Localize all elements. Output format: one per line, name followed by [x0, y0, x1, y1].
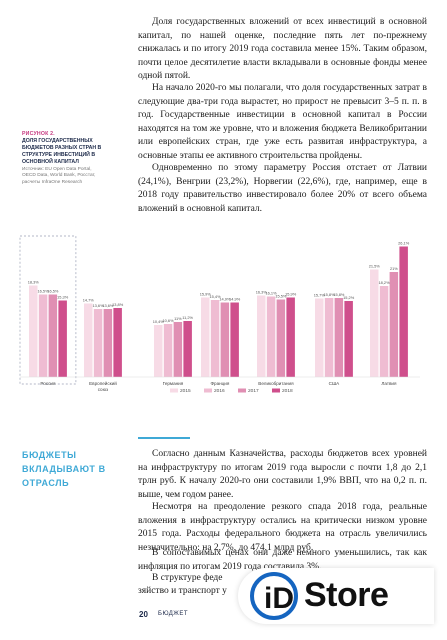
data-label: 15,5%	[275, 294, 287, 299]
data-label: 13,6%	[93, 303, 105, 308]
category-label: Россия	[40, 381, 56, 386]
data-label: 11%	[174, 316, 182, 321]
bar-2017-0	[48, 294, 58, 377]
legend-swatch-2017	[238, 388, 246, 393]
bar-2015-4	[257, 295, 266, 377]
bar-2015-2	[154, 325, 163, 377]
bar-2017-5	[334, 298, 344, 377]
data-label: 15,3%	[57, 295, 69, 300]
bar-2018-2	[183, 321, 192, 377]
data-label: 14,9%	[219, 297, 231, 302]
category-label: союз	[98, 387, 108, 392]
category-label: Европейский	[89, 380, 117, 386]
data-label: 18,2%	[379, 280, 391, 285]
data-label: 15,9%	[200, 292, 212, 297]
data-label: 13,6%	[102, 303, 114, 308]
figure-caption: РИСУНОК 2. Доля государственных бюджетов…	[22, 131, 102, 186]
section-divider	[138, 437, 190, 439]
bar-2018-0	[58, 300, 67, 377]
bar-2015-5	[315, 298, 324, 377]
data-label: 15,8%	[324, 292, 336, 297]
bar-2017-1	[103, 309, 113, 377]
paragraph-2: На начало 2020-го мы полагали, что доля …	[138, 83, 427, 161]
bar-2016-2	[163, 324, 173, 377]
legend-swatch-2016	[204, 388, 212, 393]
legend-swatch-2015	[170, 388, 178, 393]
paragraph-8: зяйство и транспорт у	[138, 586, 227, 596]
category-label: США	[329, 381, 341, 386]
bar-2017-4	[276, 299, 286, 377]
paragraph-1: Доля государственных вложений от всех ин…	[138, 17, 427, 82]
paragraph-4: Согласно данным Казначейства, расходы бю…	[138, 449, 427, 500]
figure-source: Источник: EU Open Data Portal, OECD Data…	[22, 167, 96, 185]
page-number: 20	[139, 610, 148, 619]
bar-2017-3	[220, 302, 230, 377]
data-label: 15,8%	[333, 292, 345, 297]
bar-2017-6	[389, 272, 399, 377]
data-label: 15,2%	[343, 295, 355, 300]
watermark-id-text: iD	[264, 582, 294, 615]
bar-2016-0	[38, 294, 48, 377]
data-label: 15,9%	[285, 292, 297, 297]
bar-2015-1	[84, 303, 93, 377]
id-logo-icon: iD	[250, 572, 298, 620]
highlight-frame	[19, 235, 77, 385]
bar-2018-6	[399, 246, 408, 377]
data-label: 21,5%	[369, 264, 381, 269]
bar-2015-3	[201, 297, 210, 377]
bar-2018-1	[113, 308, 122, 377]
bar-chart: 18,3%16,5%16,5%15,3%Россия14,7%13,6%13,6…	[19, 235, 420, 394]
legend-label: 2018	[282, 388, 293, 394]
data-label: 10,6%	[163, 318, 175, 323]
bar-2018-5	[344, 301, 353, 377]
watermark-store-text: Store	[304, 576, 389, 614]
bar-2016-6	[379, 286, 389, 377]
bar-2016-4	[266, 296, 276, 377]
figure-label: РИСУНОК 2.	[22, 131, 55, 137]
legend-swatch-2018	[272, 388, 280, 393]
bar-2015-0	[29, 285, 38, 377]
category-label: Великобритания	[258, 381, 294, 386]
paragraph-6: В сопоставимых ценах они даже немного ум…	[138, 548, 427, 572]
data-label: 16,1%	[266, 291, 278, 296]
category-label: Франция	[211, 381, 230, 386]
data-label: 11,2%	[182, 315, 193, 320]
data-label: 15,7%	[314, 293, 326, 298]
data-label: 16,3%	[256, 290, 268, 295]
category-label: Германия	[163, 381, 184, 386]
bar-2016-1	[93, 309, 103, 377]
watermark-logo: iD Store	[238, 568, 434, 624]
data-label: 21%	[390, 266, 398, 271]
legend-label: 2015	[180, 388, 191, 394]
data-label: 18,3%	[28, 280, 40, 285]
paragraph-3: Одновременно по этому параметру Россия о…	[138, 163, 427, 214]
bar-2016-5	[324, 298, 334, 377]
data-label: 16,5%	[47, 289, 59, 294]
legend-label: 2017	[248, 388, 259, 394]
data-label: 14,7%	[83, 298, 95, 303]
bar-2017-2	[173, 322, 183, 377]
data-label: 26,1%	[398, 241, 410, 246]
category-label: Латвия	[381, 381, 397, 386]
data-label: 14,9%	[229, 297, 241, 302]
section-heading: БЮДЖЕТЫ ВКЛАДЫВАЮТ В ОТРАСЛЬ	[22, 450, 106, 488]
running-head: БЮДЖЕТ	[158, 611, 189, 617]
bar-2016-3	[210, 300, 220, 377]
bar-2018-4	[286, 297, 295, 377]
figure-title: Доля государственных бюджетов разных стр…	[22, 138, 102, 165]
data-label: 15,4%	[210, 294, 222, 299]
legend-label: 2016	[214, 388, 225, 394]
paragraph-7: В структуре феде	[152, 573, 223, 583]
bar-2015-6	[370, 269, 379, 377]
data-label: 13,8%	[112, 302, 124, 307]
paragraph-5: Несмотря на преодоление резкого спада 20…	[138, 502, 427, 553]
data-label: 10,4%	[153, 319, 165, 324]
data-label: 16,5%	[38, 289, 50, 294]
bar-2018-3	[230, 302, 239, 377]
